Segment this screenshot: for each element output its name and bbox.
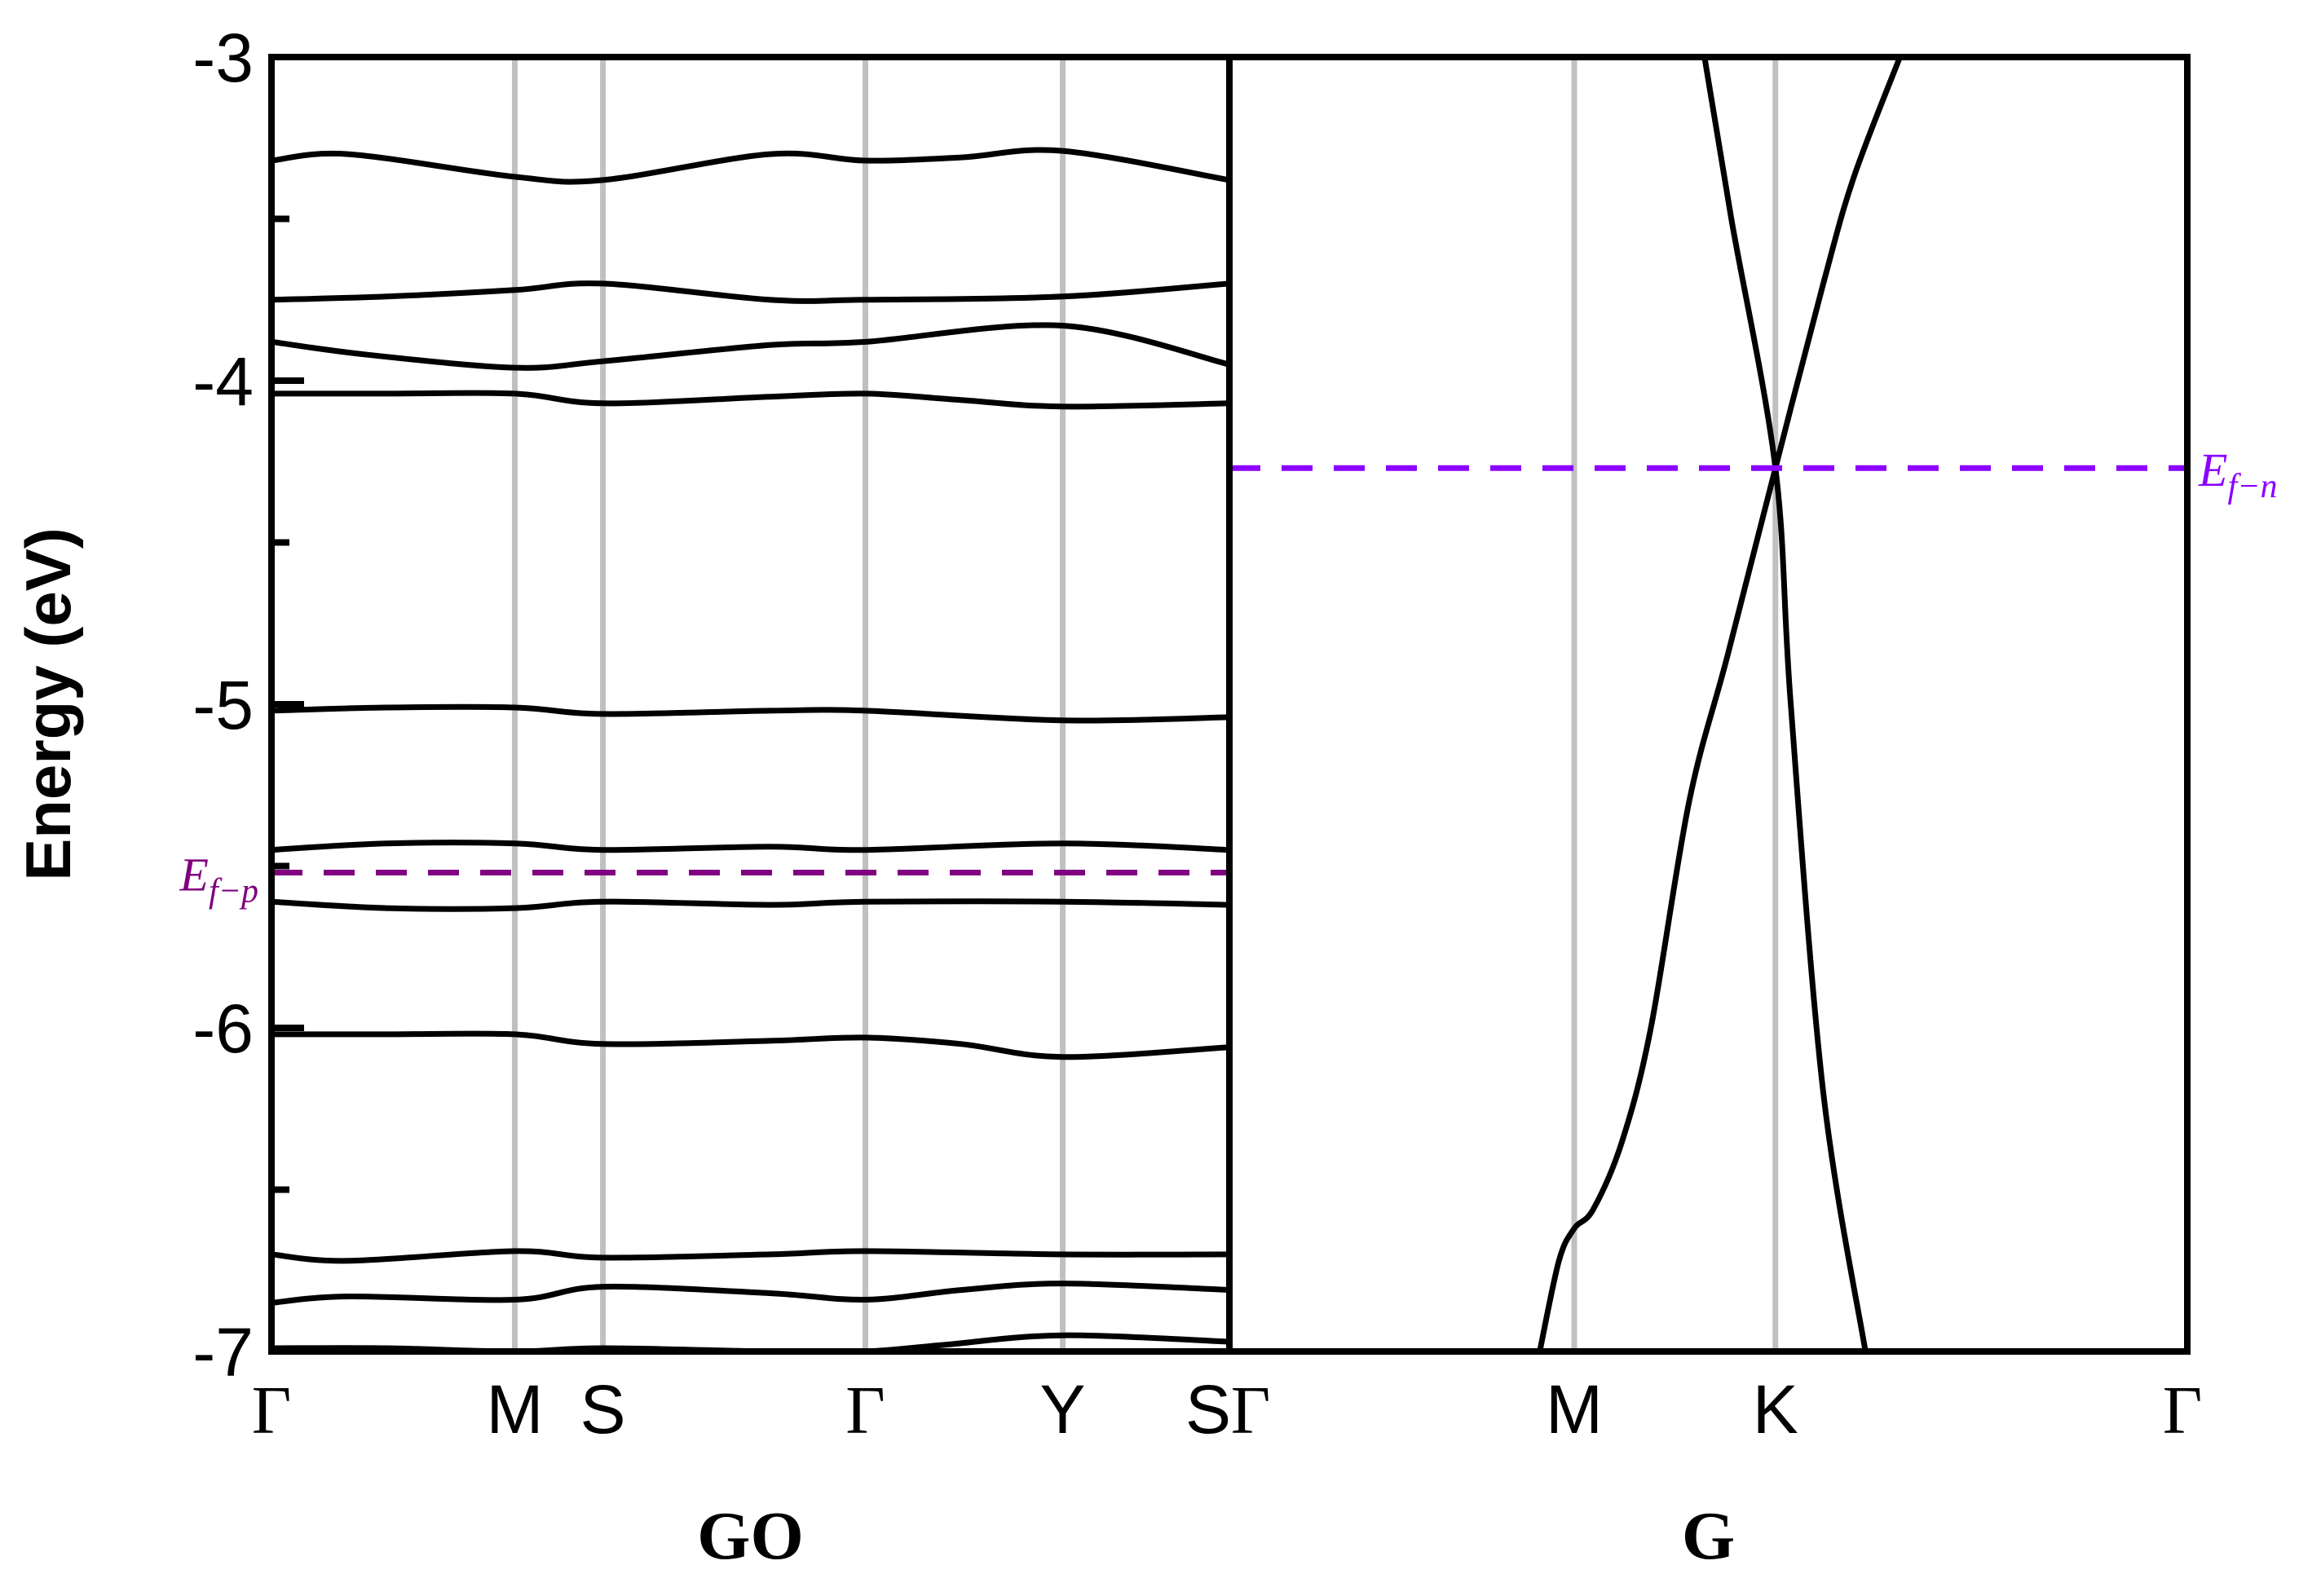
y-tick-label: -7 [192,1314,254,1391]
kpoint-lines-layer [511,57,1779,1351]
band-line-g-pi-band [1537,57,1903,1351]
kpoint-label-g-M: M [1546,1371,1603,1448]
panel-frame-g [1226,54,2191,1355]
y-tick-label: -6 [192,990,254,1067]
fermi-label-symbol: E [2198,443,2227,496]
fermi-label-symbol: E [179,848,209,901]
kpoint-label-g-Γ: Γ [2163,1373,2203,1448]
plot-frame-layer [268,54,2191,1355]
fermi-label-subscript: f−n [2227,468,2277,505]
y-tick-label: -3 [192,20,254,96]
bands-go [271,147,1229,1351]
bands-g [1537,57,1903,1351]
y-axis-label: Energy (eV) [12,527,84,880]
fermi-label-subscript: f−p [209,872,258,910]
kpoint-label-go-Γ: Γ [252,1373,292,1448]
band-line-go-band-6 [271,840,1229,853]
kpoint-label-g-K: K [1753,1371,1798,1448]
band-line-go-band-9 [271,1248,1229,1264]
band-line-go-band-8 [271,1030,1229,1060]
y-tick-label: -4 [192,343,254,420]
kpoint-label-go-S: S [1185,1371,1231,1448]
panel-label-g: G [1682,1498,1735,1574]
kpoint-label-go-M: M [486,1371,543,1448]
kpoint-label-go-S: S [580,1371,626,1448]
band-line-go-band-2 [271,280,1229,304]
band-line-go-band-5 [271,703,1229,724]
band-line-go-band-7 [271,898,1229,912]
fermi-label-g: Ef−n [2198,443,2277,505]
band-line-g-pi-star-band [1701,57,1869,1351]
band-line-go-band-4 [271,390,1229,410]
panel-label-go: GO [697,1498,804,1574]
band-line-go-band-10 [271,1281,1229,1306]
band-line-go-band-1 [271,147,1229,185]
kpoint-label-g-Γ: Γ [1231,1373,1271,1448]
fermi-levels-layer [271,465,2187,875]
panel-frame-go [268,54,1233,1355]
kpoint-label-go-Γ: Γ [845,1373,885,1448]
labels-layer: Ef−p GO Ef−n G Energy (eV) [12,443,2277,1574]
fermi-label-go: Ef−p [179,848,258,910]
y-axis: -3 -4 -5 -6 -7 [192,20,304,1391]
band-line-go-band-3 [271,322,1229,371]
kpoint-label-go-Y: Y [1040,1371,1086,1448]
y-tick-label: -5 [192,667,254,743]
